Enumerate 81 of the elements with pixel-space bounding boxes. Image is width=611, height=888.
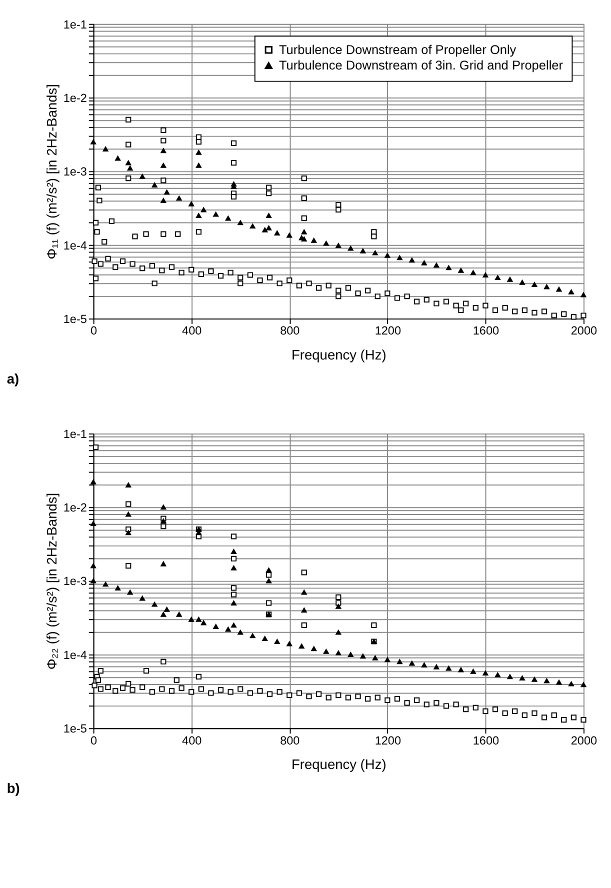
point — [274, 230, 280, 236]
point — [568, 289, 574, 294]
y-tick-label: 1e-5 — [63, 722, 88, 736]
y-tick-label: 1e-3 — [63, 166, 88, 179]
x-tick-label: 1200 — [374, 734, 402, 748]
y-tick-label: 1e-2 — [63, 92, 87, 105]
x-tick-label: 800 — [280, 324, 300, 338]
x-tick-label: 400 — [182, 734, 202, 748]
point — [90, 139, 96, 144]
point — [164, 190, 170, 195]
text: a) — [6, 371, 20, 386]
point — [160, 162, 166, 168]
x-tick-label: 400 — [182, 324, 202, 338]
point — [286, 232, 292, 238]
point — [266, 213, 272, 218]
point — [301, 229, 307, 234]
x-tick-label: 0 — [90, 734, 98, 748]
point — [301, 236, 307, 242]
point — [238, 220, 244, 226]
y-axis-title: Φ₂₂ (f) (m²/s²) [in 2Hz-Bands] — [44, 492, 60, 670]
point — [556, 286, 562, 292]
point — [409, 258, 415, 263]
point — [360, 248, 366, 254]
legend-label: Turbulence Downstream of Propeller Only — [278, 42, 517, 57]
point — [115, 156, 121, 161]
point — [519, 280, 526, 285]
point — [434, 262, 440, 268]
point — [507, 276, 513, 282]
legend-label: Turbulence Downstream of 3in. Grid and Propeller — [278, 58, 564, 73]
point — [196, 213, 202, 218]
point — [196, 150, 202, 155]
x-tick-label: 2000 — [570, 734, 598, 748]
point — [152, 182, 158, 188]
x-axis-title: Frequency (Hz) — [292, 756, 386, 772]
point — [396, 255, 402, 260]
point — [372, 250, 378, 256]
point — [160, 198, 166, 203]
point — [446, 265, 452, 270]
x-tick-label: 800 — [280, 734, 300, 748]
point — [311, 238, 317, 243]
point — [250, 224, 256, 229]
y-tick-label: 1e-5 — [63, 312, 88, 326]
y-tick-label: 1e-2 — [63, 502, 87, 515]
point — [126, 160, 132, 166]
point — [482, 272, 488, 278]
point — [336, 243, 342, 248]
y-tick-label: 1e-1 — [63, 18, 87, 32]
point — [196, 162, 202, 168]
x-tick-label: 2000 — [570, 324, 598, 338]
text: b) — [6, 780, 20, 796]
x-axis-title: Frequency (Hz) — [292, 347, 386, 362]
point — [458, 268, 464, 273]
x-tick-label: 1600 — [472, 324, 500, 338]
point — [102, 146, 108, 152]
point — [532, 282, 538, 287]
point — [421, 260, 427, 266]
y-axis-title: Φ₁₁ (f) (m²/s²) [in 2Hz-Bands] — [44, 84, 60, 260]
point — [580, 292, 586, 298]
point — [323, 240, 329, 246]
point — [160, 148, 166, 154]
point — [348, 246, 354, 251]
point — [544, 284, 550, 290]
point — [176, 196, 182, 201]
point — [200, 207, 206, 212]
point — [225, 216, 231, 221]
point — [384, 252, 390, 258]
point — [188, 201, 194, 206]
point — [262, 227, 268, 232]
y-tick-label: 1e-4 — [63, 648, 88, 662]
point — [494, 275, 501, 280]
x-tick-label: 1200 — [374, 324, 402, 338]
point — [266, 225, 272, 230]
x-tick-label: 1600 — [472, 734, 500, 748]
point — [127, 166, 133, 171]
y-tick-label: 1e-3 — [63, 575, 88, 588]
y-tick-label: 1e-1 — [63, 428, 87, 441]
y-tick-label: 1e-4 — [63, 239, 88, 252]
x-tick-label: 0 — [90, 324, 98, 338]
point — [470, 270, 476, 276]
point — [140, 174, 146, 179]
point — [213, 212, 219, 217]
